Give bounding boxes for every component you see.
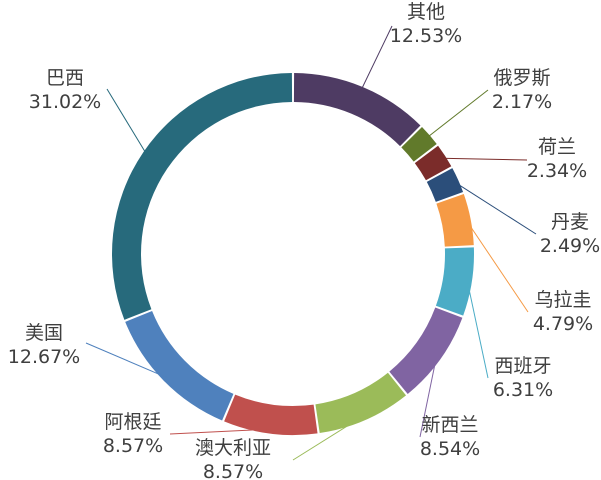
slice-value-label-5: 6.31% [493, 379, 553, 401]
slice-name-label-3: 丹麦 [551, 211, 589, 233]
slice-value-label-8: 8.57% [103, 435, 163, 457]
leader-lines-group [85, 25, 537, 461]
leader-line-1 [425, 89, 489, 139]
slice-value-label-0: 12.53% [390, 25, 462, 47]
slice-name-label-2: 荷兰 [538, 136, 576, 158]
slice-value-label-2: 2.34% [527, 160, 587, 182]
slice-10 [111, 73, 293, 320]
slice-5 [435, 247, 474, 316]
slice-name-label-9: 美国 [25, 322, 63, 344]
slice-4 [436, 194, 474, 247]
slice-3 [426, 168, 464, 202]
leader-line-10 [106, 88, 148, 156]
slice-1 [401, 127, 437, 162]
slice-value-label-6: 8.54% [420, 438, 480, 460]
slice-8 [224, 394, 318, 435]
slice-value-label-1: 2.17% [492, 91, 552, 113]
slice-name-label-6: 新西兰 [421, 414, 478, 436]
slice-name-label-1: 俄罗斯 [493, 67, 550, 89]
leader-line-0 [360, 25, 393, 92]
slice-value-label-7: 8.57% [203, 461, 263, 480]
slice-7 [315, 372, 407, 434]
leader-line-5 [466, 281, 489, 379]
leader-line-8 [169, 428, 271, 435]
slice-value-label-10: 31.02% [29, 91, 101, 113]
slice-name-label-7: 澳大利亚 [195, 437, 271, 459]
slice-value-label-9: 12.67% [8, 346, 80, 368]
slice-0 [293, 73, 421, 147]
leader-line-9 [85, 342, 168, 379]
slice-6 [389, 307, 463, 394]
leader-line-3 [453, 181, 537, 235]
slice-name-label-8: 阿根廷 [104, 411, 161, 433]
slice-value-label-4: 4.79% [533, 313, 593, 335]
slices-group [111, 73, 474, 435]
slice-9 [125, 310, 234, 421]
slice-name-label-0: 其他 [407, 1, 445, 23]
slice-name-label-10: 巴西 [46, 67, 84, 89]
leader-line-6 [419, 356, 437, 438]
slice-2 [414, 145, 452, 181]
leader-line-2 [441, 157, 528, 161]
slice-name-label-4: 乌拉圭 [534, 289, 591, 311]
slice-name-label-5: 西班牙 [494, 355, 551, 377]
leader-line-4 [465, 219, 529, 313]
slice-value-label-3: 2.49% [540, 235, 600, 257]
leader-line-7 [292, 415, 364, 461]
